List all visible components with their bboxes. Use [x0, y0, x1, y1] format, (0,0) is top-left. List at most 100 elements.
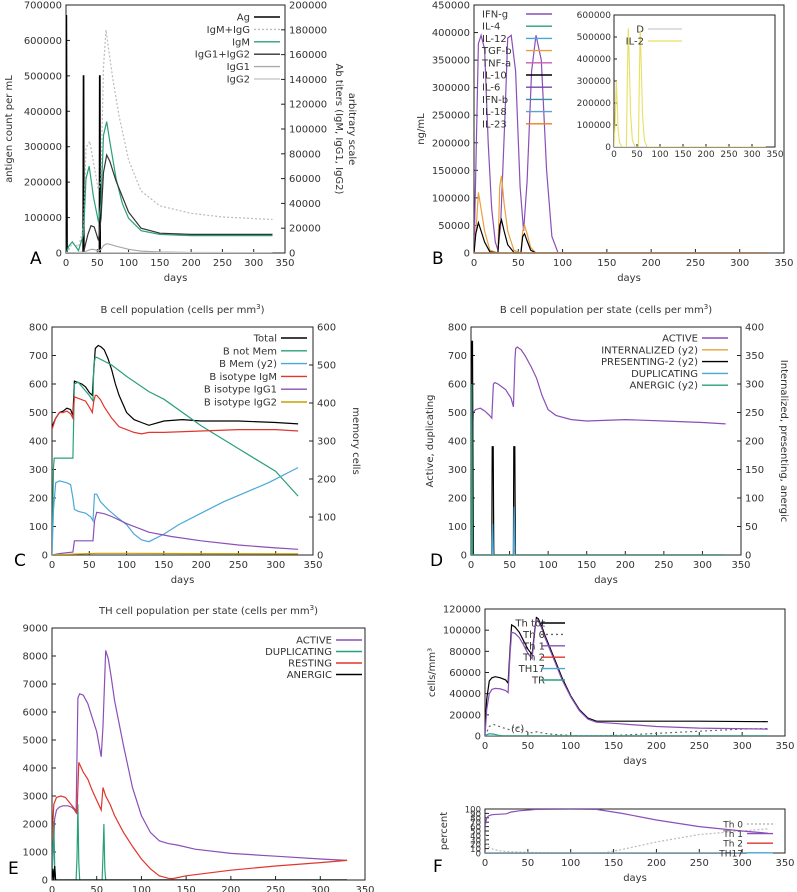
y2-tick-label: 300: [317, 437, 336, 448]
y-tick-label: 300: [29, 465, 48, 476]
inset-y-tick-label: 200000: [577, 99, 612, 109]
y-tick-label: 40: [470, 832, 481, 842]
y2-tick-label: 0: [745, 551, 751, 562]
x-tick-label: 50: [521, 858, 534, 869]
panel-letter: A: [30, 249, 42, 269]
legend-label: DUPLICATING: [631, 369, 698, 380]
series-line-presenting-2-y2-: [471, 340, 726, 555]
x-tick-label: 50: [503, 560, 516, 571]
x-tick-label: 300: [244, 258, 263, 269]
x-tick-label: 350: [355, 885, 374, 892]
chart-title: B cell population per state (cells per m…: [500, 303, 712, 316]
x-tick-label: 0: [49, 560, 55, 571]
y-tick-label: 800: [448, 323, 467, 334]
series-line-th-1: [485, 618, 768, 736]
x-tick-label: 350: [775, 858, 794, 869]
y-tick-label: 0: [42, 876, 48, 887]
x-tick-label: 350: [275, 258, 294, 269]
x-tick-label: 100: [561, 741, 580, 752]
y-tick-label: 20: [470, 841, 481, 851]
y-tick-label: 500000: [24, 71, 62, 82]
x-tick-label: 150: [604, 741, 623, 752]
series-line-ifn-g: [474, 33, 767, 253]
y-tick-label: 400000: [24, 107, 62, 118]
legend-label: DUPLICATING: [265, 647, 332, 658]
y-tick-label: 200: [448, 494, 467, 505]
x-tick-label: 150: [577, 560, 596, 571]
series-line-resting: [52, 762, 348, 880]
legend-label: IgG1: [227, 62, 250, 73]
inset-y-tick-label: 300000: [577, 77, 612, 87]
y2-tick-label: 100: [745, 494, 764, 505]
y-tick-label: 100000: [432, 193, 470, 204]
y-tick-label: 500: [29, 408, 48, 419]
x-tick-label: 200: [616, 560, 635, 571]
y-tick-label: 0: [461, 551, 467, 562]
y-tick-label: 600000: [24, 36, 62, 47]
inset-x-tick-label: 150: [674, 150, 691, 160]
x-tick-label: 0: [468, 560, 474, 571]
legend-label: Th 1: [722, 830, 743, 840]
panel-letter: E: [8, 859, 19, 879]
y-tick-label: 70: [470, 819, 481, 829]
y-tick-label: 300: [448, 465, 467, 476]
x-tick-label: 250: [690, 741, 709, 752]
y2-tick-label: 60000: [289, 174, 321, 185]
series-line-tgf-b: [474, 175, 767, 253]
y2-tick-label: 200000: [289, 1, 327, 12]
y2-tick-label: 140000: [289, 75, 327, 86]
legend-label: Th 0: [722, 821, 743, 831]
y-tick-label: 800: [29, 323, 48, 334]
panel-letter: F: [433, 857, 443, 877]
legend-label: B Mem (y2): [219, 359, 277, 370]
y-tick-label: 90: [470, 810, 481, 820]
series-line-b-isotype-igg2: [52, 552, 299, 555]
legend-label: ANERGIC: [287, 670, 332, 681]
series-line-duplicating: [471, 506, 726, 555]
y2-tick-label: 500: [317, 361, 336, 372]
annotation-label: (c): [511, 724, 524, 735]
x-tick-label: 0: [63, 258, 69, 269]
series-line-tr: [485, 733, 768, 736]
x-tick-label: 100: [539, 560, 558, 571]
legend-label: IL-4: [482, 22, 500, 33]
y2-tick-label: 0: [289, 249, 295, 260]
x-tick-label: 100: [561, 858, 580, 869]
x-tick-label: 300: [693, 560, 712, 571]
y-tick-label: 0: [475, 732, 481, 743]
legend-label: Th 1: [522, 641, 545, 652]
x-axis-label: days: [617, 273, 641, 284]
y-tick-label: 7000: [23, 680, 48, 691]
y2-tick-label: 100000: [289, 125, 327, 136]
x-axis-label: days: [623, 873, 647, 884]
y-tick-label: 400: [448, 437, 467, 448]
legend-label: TGF-b: [481, 46, 512, 57]
series-line-b-mem-y2-: [52, 467, 299, 555]
chart-title: B cell population (cells per mm3): [101, 303, 265, 316]
legend-label: Th 2: [522, 653, 545, 664]
x-tick-label: 200: [192, 560, 211, 571]
legend-label: B not Mem: [223, 346, 277, 357]
legend-label: INTERNALIZED (y2): [601, 345, 698, 356]
y-tick-label: 700: [448, 351, 467, 362]
chart-title: TH cell population per state (cells per …: [98, 604, 318, 617]
y-tick-label: 600: [29, 380, 48, 391]
y-tick-label: 700000: [24, 1, 62, 12]
series-line-b-isotype-igm: [52, 394, 299, 435]
x-axis-label: days: [623, 756, 647, 767]
y-tick-label: 4000: [23, 764, 48, 775]
legend-label: IL-18: [482, 107, 507, 118]
inset-x-tick-label: 100: [651, 150, 668, 160]
x-tick-label: 0: [482, 858, 488, 869]
y2-tick-label: 50: [745, 522, 758, 533]
y2-tick-label: 300: [745, 380, 764, 391]
y-tick-label: 8000: [23, 652, 48, 663]
y-axis-label: cells/mm³: [427, 648, 438, 697]
y2-tick-label: 160000: [289, 50, 327, 61]
y-axis-label: percent: [439, 812, 450, 850]
x-tick-label: 250: [213, 258, 232, 269]
y2-axis-label: Internalized, presenting, anergic: [778, 360, 789, 522]
y-tick-label: 80000: [449, 647, 481, 658]
series-line-ag: [66, 15, 273, 253]
y-tick-label: 500: [448, 408, 467, 419]
